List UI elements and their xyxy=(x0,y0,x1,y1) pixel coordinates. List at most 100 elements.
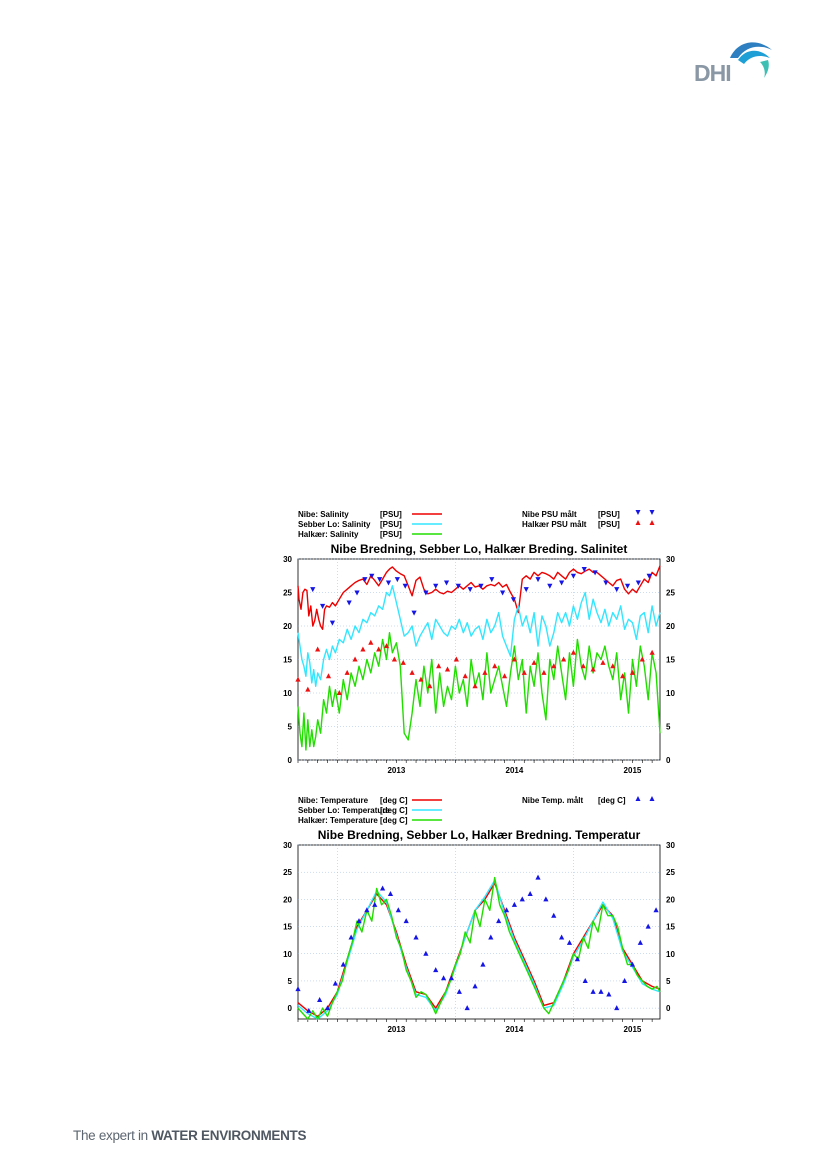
temperature-chart: Nibe: Temperature [deg C] Sebber Lo: Tempe… xyxy=(270,792,690,1042)
data-point xyxy=(455,583,461,589)
data-point xyxy=(295,676,301,682)
legend-unit: [PSU] xyxy=(380,510,402,519)
y-tick-label: 30 xyxy=(283,841,292,850)
data-point xyxy=(480,961,486,967)
data-point xyxy=(510,597,517,603)
data-point xyxy=(383,643,390,649)
data-point xyxy=(440,975,447,981)
chart-title: Nibe Bredning, Sebber Lo, Halkær Brednin… xyxy=(318,828,641,842)
x-tick-label: 2015 xyxy=(624,766,642,775)
data-point xyxy=(646,573,652,579)
data-point xyxy=(603,580,609,586)
data-point xyxy=(448,975,455,981)
data-point xyxy=(411,610,417,616)
legend-marker xyxy=(635,520,641,525)
legend-marker xyxy=(649,520,655,525)
data-point xyxy=(531,659,537,665)
data-point xyxy=(400,659,406,665)
dhi-logo: DHI xyxy=(694,36,774,86)
data-point xyxy=(368,639,374,645)
data-point xyxy=(560,656,567,662)
legend-unit: [PSU] xyxy=(380,530,402,539)
legend-marker xyxy=(635,510,641,515)
y-tick-label: 25 xyxy=(283,589,292,598)
data-point xyxy=(423,950,429,956)
legend-marker xyxy=(649,796,655,801)
data-point xyxy=(570,649,577,655)
y-tick-label-right: 15 xyxy=(666,656,675,665)
data-point xyxy=(305,686,311,692)
data-point xyxy=(521,669,527,675)
legend-unit: [deg C] xyxy=(380,796,408,805)
legend-label: Nibe: Salinity xyxy=(298,510,349,519)
data-point xyxy=(547,583,553,589)
data-point xyxy=(614,587,620,593)
data-point xyxy=(360,646,366,652)
data-point xyxy=(356,918,362,924)
y-tick-label-right: 5 xyxy=(666,723,671,732)
data-point xyxy=(472,983,478,989)
data-point xyxy=(653,907,659,913)
data-point xyxy=(511,656,518,662)
legend-marker xyxy=(649,510,655,515)
y-tick-label-right: 0 xyxy=(666,1004,671,1013)
data-point xyxy=(559,934,565,940)
data-point xyxy=(600,659,606,665)
x-tick-label: 2013 xyxy=(387,766,405,775)
data-point xyxy=(551,663,557,669)
data-point xyxy=(645,923,651,929)
data-point xyxy=(496,918,502,924)
data-point xyxy=(489,577,495,583)
data-point xyxy=(462,673,468,679)
y-tick-label: 5 xyxy=(288,723,293,732)
data-point xyxy=(387,890,394,896)
data-point xyxy=(413,934,419,940)
footer-tagline: The expert in WATER ENVIRONMENTS xyxy=(73,1128,307,1143)
data-point xyxy=(444,666,451,672)
data-point xyxy=(478,583,484,589)
y-tick-label: 20 xyxy=(283,895,292,904)
data-point xyxy=(472,683,478,689)
data-point xyxy=(306,1007,312,1013)
y-tick-label-right: 30 xyxy=(666,841,675,850)
series-line xyxy=(297,631,661,751)
data-point xyxy=(488,934,494,940)
data-point xyxy=(436,663,442,669)
data-point xyxy=(344,669,350,675)
y-tick-label-right: 10 xyxy=(666,689,675,698)
legend-unit: [PSU] xyxy=(380,520,402,529)
data-point xyxy=(443,580,450,586)
y-tick-label: 10 xyxy=(283,689,292,698)
data-point xyxy=(614,1005,620,1011)
dhi-wave-icon xyxy=(730,42,772,78)
data-point xyxy=(629,669,636,675)
data-point xyxy=(456,988,462,994)
data-point xyxy=(541,669,547,675)
plot-area xyxy=(297,844,661,1020)
y-tick-label: 10 xyxy=(283,950,292,959)
y-tick-label-right: 0 xyxy=(666,756,671,765)
data-point xyxy=(503,907,510,913)
y-tick-label: 15 xyxy=(283,656,292,665)
data-point xyxy=(570,573,577,579)
data-point xyxy=(519,896,525,902)
data-point xyxy=(511,901,518,907)
y-tick-label-right: 30 xyxy=(666,555,675,564)
data-point xyxy=(394,577,400,583)
legend-label: Nibe Temp. målt xyxy=(522,796,584,805)
y-tick-label-right: 5 xyxy=(666,977,671,986)
data-point xyxy=(535,577,541,583)
data-point xyxy=(433,583,439,589)
data-point xyxy=(423,590,429,596)
data-point xyxy=(319,603,326,609)
data-point xyxy=(332,980,338,986)
series-line xyxy=(297,876,661,1020)
data-point xyxy=(372,901,378,907)
data-point xyxy=(482,669,488,675)
data-point xyxy=(582,977,588,983)
data-point xyxy=(377,577,383,583)
data-point xyxy=(621,977,628,983)
series-line xyxy=(297,585,661,688)
data-point xyxy=(409,669,415,675)
data-point xyxy=(376,646,382,652)
